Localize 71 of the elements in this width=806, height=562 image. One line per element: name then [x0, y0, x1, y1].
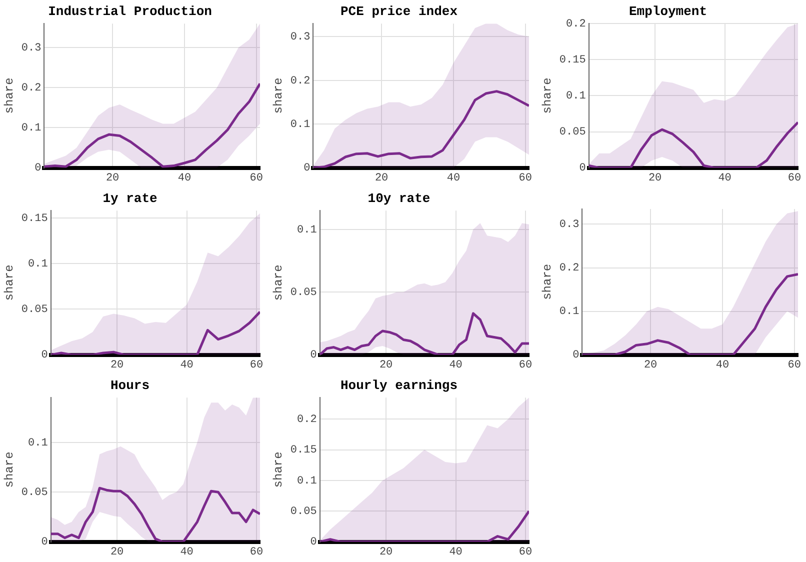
- x-tick-label: 60: [518, 359, 532, 372]
- x-tick-label: 20: [110, 359, 124, 372]
- chart-title: Industrial Production: [48, 4, 212, 20]
- y-tick-label: 0.2: [559, 262, 580, 275]
- chart-title: Hours: [110, 378, 150, 394]
- y-tick-label: 0: [41, 536, 48, 549]
- x-tick-label: 20: [379, 546, 393, 558]
- y-tick-label: 0.1: [296, 224, 318, 236]
- x-tick-label: 60: [518, 172, 532, 184]
- y-tick-label: 0.2: [566, 18, 586, 31]
- x-tick-label: 40: [446, 172, 460, 184]
- chart-title: 10y rate: [368, 191, 430, 206]
- x-tick-label: 20: [648, 172, 662, 184]
- x-tick-label: 60: [518, 546, 532, 558]
- y-tick-label: 0.1: [28, 437, 48, 450]
- x-tick-label: 60: [250, 546, 264, 558]
- y-tick-label: 0.2: [290, 75, 310, 88]
- y-tick-label: 0: [310, 536, 317, 549]
- y-tick-label: 0.05: [290, 287, 317, 300]
- y-tick-label: 0.3: [559, 219, 580, 232]
- y-axis-title: share: [540, 264, 554, 300]
- y-tick-label: 0.05: [21, 486, 48, 499]
- x-tick-label: 20: [106, 172, 120, 184]
- x-tick-label: 40: [180, 359, 194, 372]
- x-tick-label: 20: [374, 172, 388, 184]
- y-tick-label: 0: [34, 162, 42, 175]
- y-tick-label: 0.1: [28, 258, 48, 270]
- chart-title: Employment: [628, 4, 708, 20]
- y-tick-label: 0.1: [290, 119, 311, 132]
- y-tick-label: 0.15: [559, 54, 586, 67]
- y-tick-label: 0: [310, 350, 317, 362]
- y-axis-title: share: [271, 452, 286, 488]
- y-tick-label: 0.1: [21, 122, 42, 135]
- x-tick-label: 40: [718, 172, 732, 184]
- y-tick-label: 0.05: [290, 506, 317, 518]
- x-tick-label: 40: [180, 546, 194, 558]
- y-tick-label: 0: [41, 350, 48, 362]
- x-tick-label: 40: [716, 359, 730, 372]
- y-tick-label: 0.1: [559, 306, 580, 318]
- y-axis-title: share: [540, 78, 554, 114]
- y-axis-title: share: [2, 264, 16, 301]
- y-tick-label: 0.15: [21, 212, 48, 225]
- x-tick-label: 40: [449, 359, 462, 372]
- x-tick-label: 40: [178, 172, 192, 184]
- y-axis-title: share: [271, 264, 286, 301]
- y-tick-label: 0.3: [290, 32, 310, 44]
- y-tick-label: 0.2: [296, 414, 317, 426]
- x-tick-label: 20: [110, 546, 124, 558]
- y-tick-label: 0: [572, 350, 580, 362]
- y-tick-label: 0.3: [21, 42, 42, 55]
- chart-title: Hourly earnings: [340, 378, 458, 394]
- y-tick-label: 0.1: [566, 90, 586, 103]
- y-tick-label: 0.05: [21, 304, 48, 316]
- y-tick-label: 0.15: [290, 444, 317, 457]
- y-tick-label: 0.05: [559, 126, 586, 139]
- y-tick-label: 0: [579, 162, 586, 175]
- y-axis-title: share: [271, 78, 286, 114]
- y-axis-title: share: [2, 452, 16, 488]
- x-tick-label: 20: [644, 359, 658, 372]
- y-tick-label: 0: [304, 162, 310, 175]
- y-tick-label: 0.2: [21, 82, 42, 95]
- x-tick-label: 40: [449, 546, 462, 558]
- x-tick-label: 60: [250, 172, 264, 184]
- x-tick-label: 60: [250, 359, 264, 372]
- chart-title: PCE price index: [340, 4, 458, 20]
- x-tick-label: 20: [379, 359, 393, 372]
- y-tick-label: 0.1: [296, 475, 318, 488]
- chart-title: 1y rate: [102, 191, 158, 206]
- y-axis-title: share: [2, 78, 16, 114]
- x-tick-label: 60: [788, 172, 802, 184]
- x-tick-label: 60: [788, 359, 802, 372]
